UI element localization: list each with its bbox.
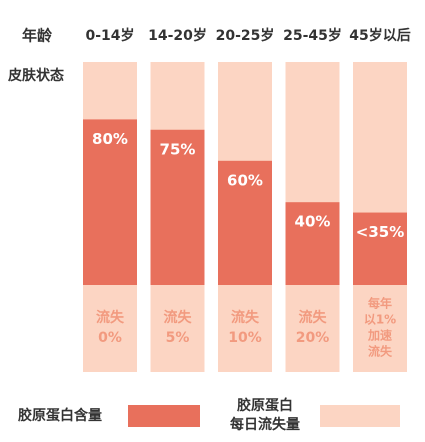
loss-label: 0% (98, 330, 122, 346)
loss-label: 加速 (367, 328, 392, 343)
x-tick-label: 25-45岁 (283, 27, 342, 44)
loss-label: 每年 (368, 296, 392, 311)
column-header: 皮肤状态 (7, 67, 64, 84)
value-label: 40% (295, 213, 331, 231)
legend-label: 胶原蛋白含量 (18, 407, 102, 424)
x-tick-label: 0-14岁 (85, 27, 134, 44)
value-label: <35% (356, 223, 404, 241)
x-tick-label: 14-20岁 (148, 27, 207, 44)
loss-label: 5% (166, 330, 190, 346)
loss-label: 20% (296, 330, 330, 346)
row-header: 年龄 (22, 27, 53, 45)
loss-label: 10% (228, 330, 262, 346)
value-label: 60% (227, 171, 263, 189)
legend-swatch (320, 405, 400, 427)
loss-label: 流失 (231, 309, 260, 326)
loss-label: 流失 (96, 309, 125, 326)
bar (353, 212, 407, 285)
bar (218, 160, 272, 285)
loss-label: 流失 (164, 309, 193, 326)
loss-label: 流失 (368, 344, 393, 359)
legend-label: 每日流失量 (230, 416, 300, 433)
legend-label: 胶原蛋白 (237, 397, 293, 414)
bar (285, 202, 340, 285)
x-tick-label: 45岁以后 (349, 27, 410, 44)
bar (83, 119, 137, 286)
value-label: 80% (92, 130, 128, 148)
loss-label: 流失 (299, 309, 328, 326)
value-label: 75% (160, 140, 196, 158)
legend-swatch (128, 405, 200, 427)
loss-label: 以1% (364, 313, 396, 327)
bar (150, 129, 205, 285)
x-tick-label: 20-25岁 (216, 27, 275, 44)
